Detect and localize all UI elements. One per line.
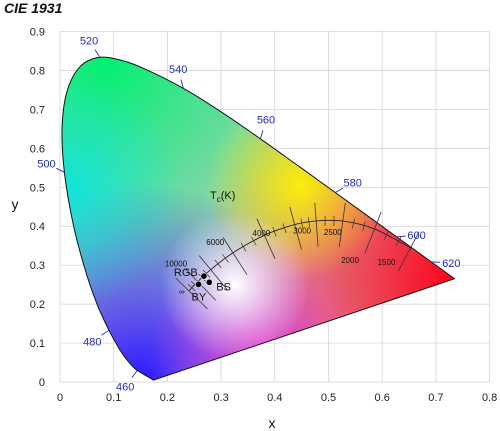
- x-axis-ticks: 0 0.1 0.2 0.3 0.4 0.5 0.6 0.7 0.8: [57, 392, 497, 404]
- x-tick-label: 0.8: [482, 392, 497, 404]
- temperature-label-sub: c: [217, 195, 221, 204]
- y-tick-label: 0.1: [30, 338, 45, 350]
- planck-minor-tick: [251, 236, 257, 246]
- isotherm-line: [198, 255, 228, 291]
- planck-minor-tick: [214, 259, 222, 269]
- wavelength-label: 500: [37, 158, 55, 170]
- isotherm-line: [175, 277, 208, 310]
- chart-title: CIE 1931: [4, 0, 63, 16]
- data-point: [200, 272, 208, 280]
- y-tick-label: 0.3: [30, 260, 45, 272]
- data-points: RGB BS BY: [174, 267, 231, 303]
- planck-minor-tick: [240, 242, 247, 252]
- point-label: RGB: [174, 267, 198, 279]
- planck-minor-tick: [351, 218, 355, 229]
- isotherm-line: [338, 202, 346, 247]
- wavelength-tick: [101, 329, 110, 336]
- temperature-label: 1500: [378, 258, 396, 267]
- wavelength-tick: [94, 49, 101, 58]
- y-axis-ticks: 0 0.1 0.2 0.3 0.4 0.5 0.6 0.7 0.8 0.9: [30, 27, 45, 389]
- data-point: [205, 278, 213, 286]
- temperature-label: ∞: [179, 287, 185, 296]
- data-point: [195, 280, 203, 288]
- wavelength-tick: [334, 187, 344, 193]
- wavelength-label: 540: [169, 64, 187, 76]
- x-tick-label: 0: [57, 392, 63, 404]
- y-tick-label: 0.8: [30, 65, 45, 77]
- x-tick-label: 0.5: [321, 392, 336, 404]
- wavelength-label: 520: [80, 36, 98, 48]
- wavelength-label: 480: [83, 336, 101, 348]
- isotherm-line: [314, 202, 319, 247]
- x-tick-label: 0.7: [428, 392, 443, 404]
- wavelength-label: 620: [442, 258, 460, 270]
- temperature-label: 4000: [253, 229, 271, 238]
- y-tick-label: 0.7: [30, 104, 45, 116]
- wavelength-label: 600: [407, 230, 425, 242]
- temperature-label: 3000: [293, 227, 311, 236]
- planck-minor-tick: [362, 221, 366, 232]
- point-label: BY: [192, 291, 207, 303]
- planck-minor-tick: [395, 236, 402, 247]
- y-tick-label: 0.2: [30, 299, 45, 311]
- planck-minor-tick: [300, 218, 303, 229]
- isotherm-lines: [175, 202, 420, 310]
- wavelength-labels: 460 480 500 520 540 560 580 600 620: [37, 36, 460, 394]
- x-tick-label: 0.3: [213, 392, 228, 404]
- isotherm-line: [256, 218, 276, 260]
- y-axis-label: y: [12, 196, 19, 212]
- wavelength-label: 460: [116, 381, 134, 393]
- temperature-label: 10000: [165, 260, 188, 269]
- planck-minor-tick: [307, 217, 311, 228]
- isotherm-line: [364, 211, 382, 254]
- wavelength-tick: [396, 235, 406, 238]
- y-tick-label: 0.6: [30, 143, 45, 155]
- temperature-label: 2500: [324, 228, 342, 237]
- x-tick-label: 0.1: [106, 392, 121, 404]
- temperature-label: 6000: [206, 238, 224, 247]
- wavelength-label: 560: [257, 115, 275, 127]
- y-tick-label: 0.4: [30, 221, 45, 233]
- x-tick-label: 0.2: [160, 392, 175, 404]
- planck-minor-tick: [383, 230, 390, 240]
- planck-minor-tick: [272, 226, 277, 237]
- temperature-axis-label: Tc(K): [210, 190, 235, 204]
- wavelength-tick: [259, 130, 264, 139]
- wavelength-label: 580: [344, 178, 362, 190]
- spectral-locus-outline: [61, 56, 456, 381]
- planck-minor-tick: [222, 254, 229, 263]
- wavelength-tick: [131, 370, 138, 378]
- isotherm-line: [398, 231, 420, 272]
- planck-minor-tick: [187, 284, 196, 292]
- temperature-label: 2000: [341, 256, 359, 265]
- y-tick-label: 0: [39, 377, 45, 389]
- x-axis-label: x: [269, 415, 276, 431]
- temperature-label-unit: (K): [221, 190, 236, 202]
- y-tick-label: 0.9: [30, 27, 45, 39]
- x-tick-label: 0.4: [267, 392, 282, 404]
- wavelength-tick: [56, 167, 65, 173]
- isotherm-line: [222, 237, 248, 275]
- planck-minor-tick: [282, 223, 287, 234]
- point-label: BS: [216, 281, 231, 293]
- wavelength-tick: [180, 79, 184, 89]
- isotherm-line: [289, 206, 302, 250]
- y-tick-label: 0.5: [30, 182, 45, 194]
- x-tick-label: 0.6: [375, 392, 390, 404]
- temperature-labels: 10000 6000 4000 3000 2500 2000 1500 ∞: [165, 227, 396, 297]
- temperature-label-t: T: [210, 190, 217, 202]
